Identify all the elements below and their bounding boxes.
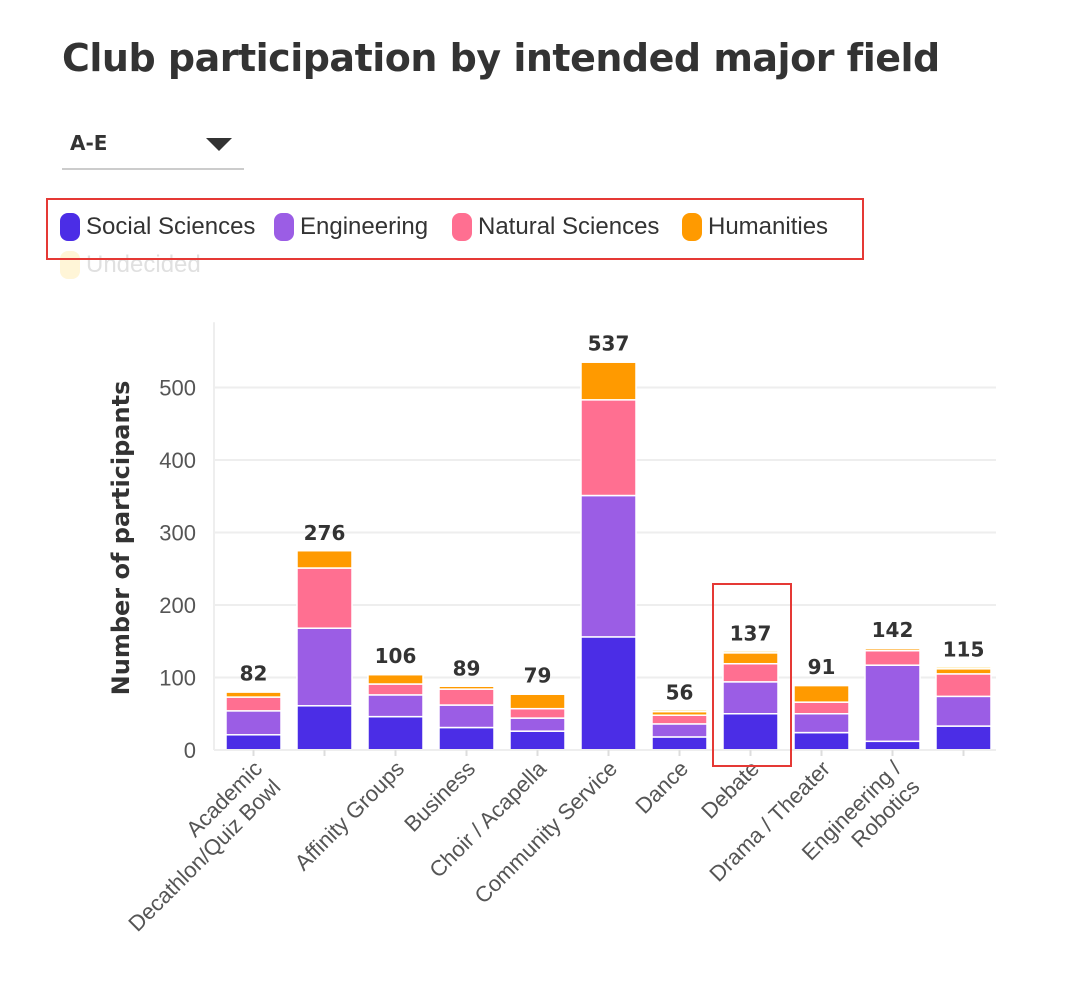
category-range-dropdown[interactable]: A-E <box>62 122 244 170</box>
bar-segment-engineering <box>793 713 850 734</box>
bar-segment-humanities <box>793 684 850 703</box>
legend-label: Natural Sciences <box>478 213 660 240</box>
bar-segment-natural-sciences <box>793 701 850 715</box>
bar-segment-engineering <box>367 694 424 718</box>
y-tick-label: 300 <box>159 521 196 546</box>
bar-segment-natural-sciences <box>864 649 921 666</box>
bar-segment-humanities <box>935 668 992 675</box>
y-tick-label: 100 <box>159 666 196 691</box>
bar-segment-social-sciences <box>580 636 637 751</box>
bar-segment-engineering <box>296 627 353 707</box>
bar-total-label: 137 <box>730 622 772 646</box>
legend-swatch-engineering <box>274 213 294 241</box>
bar-total-label: 142 <box>872 618 914 642</box>
bar-segment-social-sciences <box>722 713 779 751</box>
bar-segment-engineering <box>580 494 637 638</box>
bar-segment-humanities <box>509 693 566 710</box>
bar-segment-undecided <box>367 672 424 676</box>
y-tick-label: 400 <box>159 448 196 473</box>
bar-total-label: 79 <box>524 664 552 688</box>
bar-segment-engineering <box>935 695 992 727</box>
chart-title: Club participation by intended major fie… <box>62 36 940 80</box>
bar-total-label: 91 <box>808 655 836 679</box>
bar-segment-natural-sciences <box>296 567 353 629</box>
legend-item-undecided[interactable]: Undecided <box>60 246 201 284</box>
x-tick-label-affinity-groups: Affinity Groups <box>290 756 409 875</box>
bar-segment-social-sciences <box>367 715 424 751</box>
bar-segment-undecided <box>935 665 992 670</box>
caret-down-icon <box>206 138 232 151</box>
bar-segment-social-sciences <box>296 705 353 751</box>
x-tick-label-dance: Dance <box>630 756 693 819</box>
bar-total-label: 106 <box>375 644 417 668</box>
x-tick-label-line: Affinity Groups <box>290 756 409 875</box>
legend-swatch-social-sciences <box>60 213 80 241</box>
bar-segment-social-sciences <box>935 725 992 751</box>
bar-total-label: 537 <box>588 332 630 356</box>
legend-swatch-natural-sciences <box>452 213 472 241</box>
bar-total-label: 82 <box>240 662 268 686</box>
bar-segment-humanities <box>580 361 637 401</box>
bar-segment-natural-sciences <box>935 673 992 698</box>
x-tick-label-debate: Debate <box>696 756 764 824</box>
y-axis-title: Number of participants <box>107 381 135 696</box>
y-tick-label: 200 <box>159 593 196 618</box>
bar-segment-undecided <box>580 359 637 363</box>
bar-segment-natural-sciences <box>509 707 566 719</box>
bar-segment-social-sciences <box>438 726 495 751</box>
legend-item-natural-sciences[interactable]: Natural Sciences <box>452 208 659 246</box>
x-tick-label-line: Debate <box>696 756 764 824</box>
bar-segment-engineering <box>225 710 282 736</box>
x-tick-label-line: Drama / Theater <box>704 756 835 887</box>
x-tick-label-line: Decathlon/Quiz Bowl <box>123 774 285 936</box>
bar-total-label: 276 <box>304 521 346 545</box>
bar-segment-undecided <box>296 549 353 552</box>
bar-segment-engineering <box>438 704 495 729</box>
y-tick-label: 0 <box>184 738 196 763</box>
bar-segment-undecided <box>722 649 779 654</box>
x-tick-label-drama-theater: Drama / Theater <box>704 756 835 887</box>
bar-segment-undecided <box>864 646 921 650</box>
bar-total-label: 115 <box>943 638 985 662</box>
y-tick-label: 500 <box>159 376 196 401</box>
legend-label: Undecided <box>86 251 201 278</box>
legend-label: Humanities <box>708 213 829 240</box>
bar-segment-undecided <box>438 684 495 687</box>
bar-total-label: 89 <box>453 656 481 680</box>
bar-segment-social-sciences <box>793 731 850 751</box>
x-tick-label-academic-decathlon-quiz-bowl: AcademicDecathlon/Quiz Bowl <box>105 756 285 936</box>
bar-segment-natural-sciences <box>225 696 282 712</box>
legend-swatch-humanities <box>682 213 702 241</box>
bar-segment-social-sciences <box>864 740 921 751</box>
bar-segment-humanities <box>296 549 353 569</box>
bar-segment-undecided <box>509 691 566 695</box>
bar-segment-undecided <box>225 689 282 693</box>
bar-segment-humanities <box>225 691 282 698</box>
bar-segment-social-sciences <box>509 730 566 751</box>
bar-segment-humanities <box>722 652 779 665</box>
bar-segment-natural-sciences <box>580 399 637 497</box>
legend-item-social-sciences[interactable]: Social Sciences <box>60 208 255 246</box>
bar-segment-engineering <box>864 664 921 743</box>
legend-item-engineering[interactable]: Engineering <box>274 208 428 246</box>
bar-segment-humanities <box>367 673 424 685</box>
bar-segment-natural-sciences <box>367 683 424 696</box>
bar-segment-engineering <box>509 717 566 732</box>
x-tick-label-line: Dance <box>630 756 693 819</box>
bar-segment-social-sciences <box>651 736 708 751</box>
bar-segment-social-sciences <box>225 734 282 751</box>
dropdown-selected-value: A-E <box>70 131 108 155</box>
bar-segment-undecided <box>793 683 850 687</box>
bar-segment-natural-sciences <box>438 688 495 706</box>
bar-segment-undecided <box>651 708 708 713</box>
bar-segment-engineering <box>651 723 708 738</box>
bar-segment-natural-sciences <box>651 714 708 725</box>
bar-segment-natural-sciences <box>722 662 779 683</box>
bar-total-label: 56 <box>666 680 694 704</box>
legend-label: Engineering <box>300 213 429 240</box>
legend-item-humanities[interactable]: Humanities <box>682 208 828 246</box>
legend-label: Social Sciences <box>86 213 256 240</box>
bar-segment-engineering <box>722 681 779 715</box>
